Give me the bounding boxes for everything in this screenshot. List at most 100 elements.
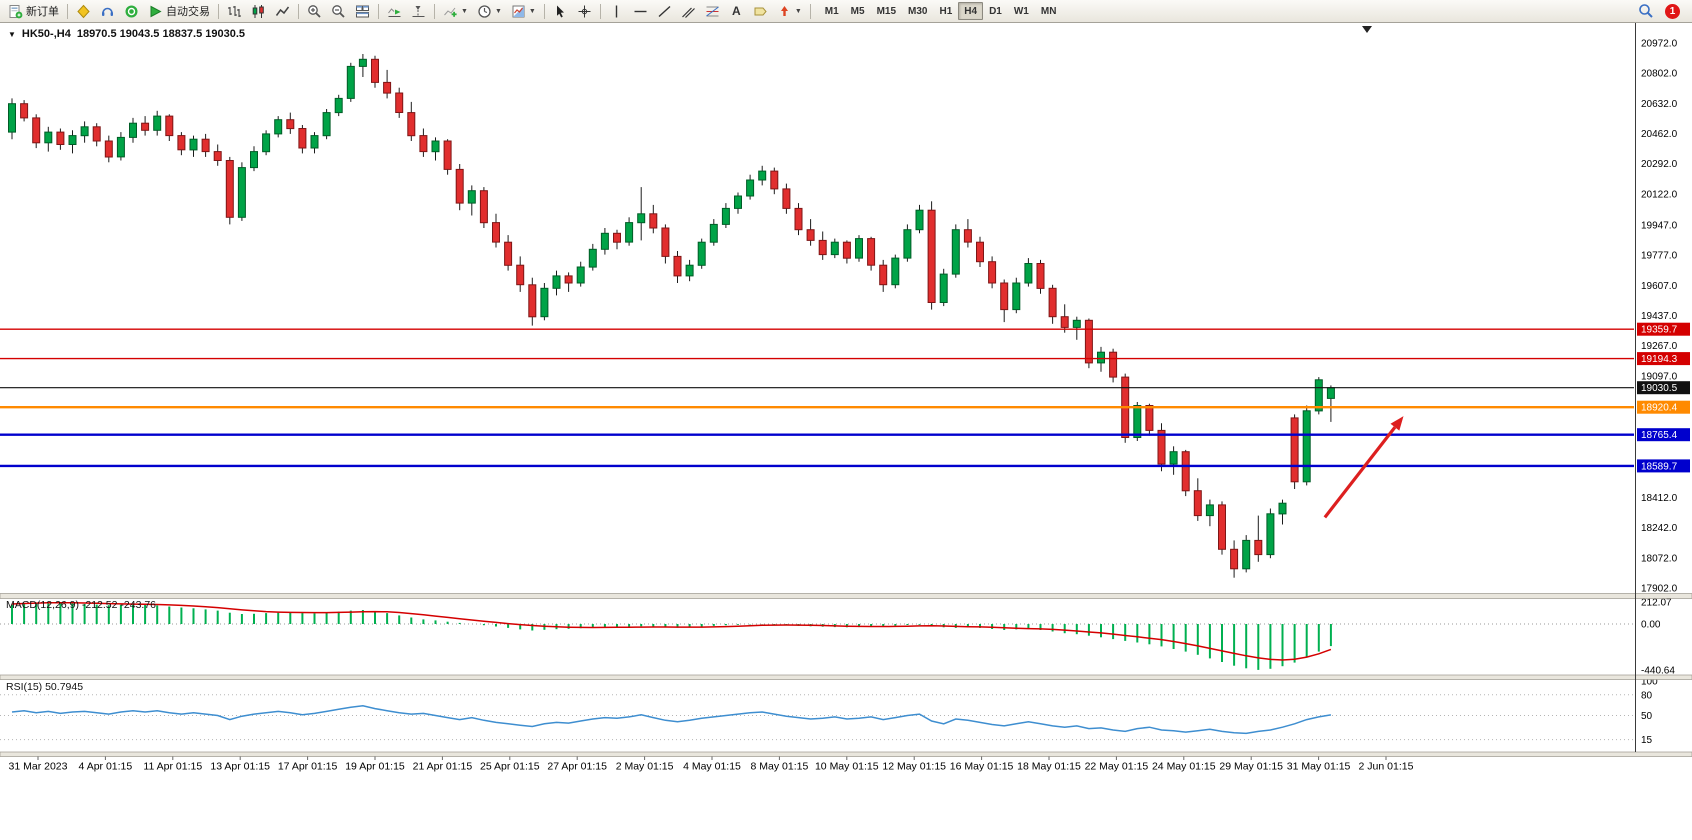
search-icon: [1639, 4, 1653, 18]
trendline-button[interactable]: [653, 1, 676, 21]
crosshair-button[interactable]: [573, 1, 596, 21]
candlestick-chart-button[interactable]: [247, 1, 270, 21]
alerts-button[interactable]: [72, 1, 95, 21]
toolbar-separator: [378, 3, 379, 19]
price-axis: 20972.0 20802.0 20632.0 20462.0 20292.0 20122…: [1637, 38, 1690, 595]
price-axis-label: 18072.0: [1641, 553, 1678, 564]
text-tool-button[interactable]: A: [725, 1, 748, 21]
text-label-icon: [754, 7, 767, 15]
panel-separator[interactable]: [0, 751, 1692, 757]
price-line-badge-label: 18765.4: [1641, 430, 1678, 441]
fibonacci-button[interactable]: [701, 1, 724, 21]
text-label-button[interactable]: [749, 1, 772, 21]
macd-label: MACD(12,26,9) -212.52 -243.76: [6, 599, 156, 611]
timeframe-button-m1[interactable]: M1: [819, 2, 845, 20]
rsi-axis-label: 50: [1641, 711, 1653, 722]
timeframe-group: M1 M5 M15 M30 H1 H4 D1 W1 MN: [819, 2, 1063, 20]
toolbar-separator: [298, 3, 299, 19]
time-axis-label: 31 May 01:15: [1287, 761, 1351, 773]
toolbar-separator: [434, 3, 435, 19]
tile-windows-icon: [356, 5, 369, 17]
time-axis-label: 29 May 01:15: [1219, 761, 1283, 773]
time-axis-label: 27 Apr 01:15: [547, 761, 607, 773]
horizontal-line-button[interactable]: [629, 1, 652, 21]
price-axis-label: 19607.0: [1641, 281, 1678, 292]
time-axis: 31 Mar 2023 4 Apr 01:15 11 Apr 01:15 13 Apr…: [9, 756, 1414, 773]
price-axis-label: 20632.0: [1641, 99, 1678, 110]
price-line-badge: 18920.4: [1637, 400, 1690, 414]
macd-axis-label: 0.00: [1641, 619, 1661, 630]
price-axis-label: 19777.0: [1641, 251, 1678, 262]
arrows-tool-button[interactable]: ▼: [773, 1, 806, 21]
price-axis-label: 19437.0: [1641, 311, 1678, 322]
timeframe-button-d1[interactable]: D1: [983, 2, 1008, 20]
timeframe-button-w1[interactable]: W1: [1008, 2, 1035, 20]
auto-trading-label: 自动交易: [166, 6, 210, 18]
new-order-button[interactable]: 新订单: [4, 1, 63, 21]
auto-scroll-button[interactable]: [383, 1, 406, 21]
chart-shift-icon: [412, 5, 425, 17]
price-line-badge: 18589.7: [1637, 459, 1690, 472]
macd-panel-group: 212.07 0.00 -440.64: [0, 597, 1675, 676]
equidistant-channel-button[interactable]: [677, 1, 700, 21]
text-tool-icon: A: [731, 4, 741, 18]
templates-icon: [512, 5, 525, 17]
rsi-axis-label: 80: [1641, 690, 1653, 701]
toolbar-separator: [599, 3, 601, 19]
horizontal-line-icon: [634, 10, 647, 12]
search-button[interactable]: [1634, 1, 1658, 21]
price-line-badge-label: 19359.7: [1641, 325, 1678, 336]
tile-windows-button[interactable]: [351, 1, 374, 21]
trendline-icon: [658, 5, 671, 17]
periods-button[interactable]: ▼: [473, 1, 506, 21]
panel-separator[interactable]: [0, 593, 1692, 599]
price-line-badge-label: 18920.4: [1641, 403, 1678, 414]
chart-title: HK50-,H4: [21, 28, 71, 40]
zoom-in-button[interactable]: [303, 1, 326, 21]
auto-trading-button[interactable]: 自动交易: [144, 1, 214, 21]
timeframe-button-m15[interactable]: M15: [871, 2, 902, 20]
headset-button[interactable]: [96, 1, 119, 21]
panel-separator[interactable]: [0, 674, 1692, 680]
zoom-out-button[interactable]: [327, 1, 350, 21]
timeframe-button-m5[interactable]: M5: [845, 2, 871, 20]
cursor-icon: [556, 5, 564, 17]
collapse-icon[interactable]: ▼: [8, 29, 16, 39]
price-axis-label: 17902.0: [1641, 584, 1678, 595]
time-axis-label: 12 May 01:15: [882, 761, 946, 773]
price-line-badge: 19030.5: [1637, 381, 1690, 395]
timeframe-button-h1[interactable]: H1: [933, 2, 958, 20]
cursor-button[interactable]: [549, 1, 572, 21]
time-axis-label: 21 Apr 01:15: [413, 761, 473, 773]
price-axis-label: 20802.0: [1641, 69, 1678, 80]
line-chart-button[interactable]: [271, 1, 294, 21]
dropdown-caret-icon: ▼: [794, 7, 802, 15]
fibonacci-icon: [706, 6, 719, 16]
notification-badge[interactable]: 1: [1665, 3, 1680, 19]
indicators-button[interactable]: ▼: [439, 1, 472, 21]
chart-header: ▼ HK50-,H4 18970.5 19043.5 18837.5 19030…: [8, 28, 245, 40]
toolbar-separator: [809, 3, 811, 19]
zoom-in-icon: [308, 4, 321, 18]
rsi-axis-label: 100: [1641, 677, 1658, 688]
auto-trading-icon: [150, 5, 162, 17]
chart-ohlc-values: 18970.5 19043.5 18837.5 19030.5: [76, 28, 246, 40]
timeframe-button-mn[interactable]: MN: [1035, 2, 1063, 20]
rsi-label: RSI(15) 50.7945: [6, 681, 84, 693]
periods-icon: [478, 4, 491, 18]
time-axis-label: 10 May 01:15: [815, 761, 879, 773]
community-button[interactable]: [120, 1, 143, 21]
macd-axis-label: 212.07: [1641, 597, 1672, 608]
bar-chart-button[interactable]: [223, 1, 246, 21]
vertical-line-button[interactable]: [605, 1, 628, 21]
time-axis-label: 13 Apr 01:15: [210, 761, 270, 773]
timeframe-button-m30[interactable]: M30: [902, 2, 933, 20]
equidistant-channel-icon: [681, 7, 695, 18]
templates-button[interactable]: ▼: [507, 1, 540, 21]
horizontal-lines-group: [0, 328, 1634, 468]
time-axis-label: 16 May 01:15: [950, 761, 1014, 773]
chart-shift-button[interactable]: [407, 1, 430, 21]
timeframe-button-h4[interactable]: H4: [958, 2, 984, 20]
